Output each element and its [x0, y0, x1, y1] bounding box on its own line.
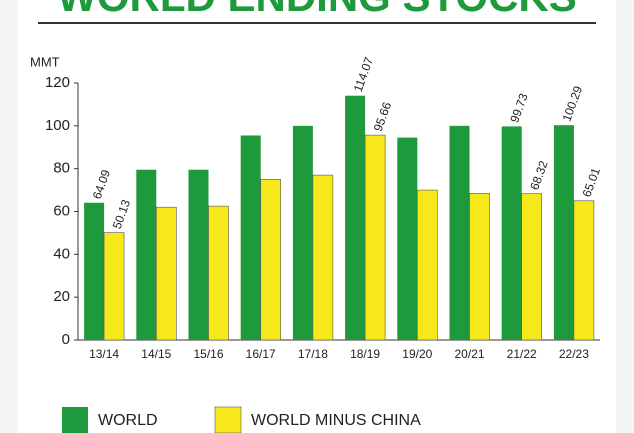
bar [501, 126, 522, 340]
legend-swatch [214, 406, 242, 433]
y-tick-label: 0 [62, 331, 70, 348]
bar [188, 169, 209, 340]
x-tick-label: 22/23 [559, 347, 589, 361]
chart-title: WORLD ENDING STOCKS [57, 0, 577, 20]
bar [156, 206, 177, 341]
bar [521, 193, 543, 341]
bar [292, 125, 313, 340]
y-tick-label: 120 [45, 74, 70, 91]
x-tick-label: 21/22 [507, 347, 537, 361]
bar [260, 179, 282, 341]
y-tick-label: 100 [45, 117, 70, 134]
y-tick-label: 20 [53, 288, 70, 305]
x-tick-label: 13/14 [89, 347, 119, 361]
legend-swatch [62, 407, 88, 433]
x-tick-label: 17/18 [298, 347, 328, 361]
x-tick-label: 15/16 [193, 347, 223, 361]
y-tick-label: 80 [53, 160, 70, 177]
y-tick-label: 60 [53, 202, 70, 219]
bar [469, 192, 490, 341]
x-tick-label: 20/21 [454, 347, 484, 361]
bar [449, 125, 470, 340]
y-axis-label: MMT [30, 54, 60, 69]
bar [240, 135, 261, 340]
bar [84, 202, 105, 340]
bar [397, 137, 418, 340]
x-tick-label: 16/17 [246, 347, 276, 361]
bar [103, 232, 125, 341]
bar [208, 205, 229, 341]
y-tick-label: 40 [53, 245, 70, 262]
bar [136, 169, 157, 340]
bar [553, 125, 574, 340]
x-tick-label: 19/20 [402, 347, 432, 361]
bar [345, 95, 366, 341]
bar [364, 134, 386, 341]
bar [416, 189, 438, 341]
legend-label: WORLD MINUS CHINA [251, 412, 421, 429]
bar [573, 200, 595, 341]
x-tick-label: 18/19 [350, 347, 380, 361]
legend-label: WORLD [98, 412, 158, 429]
bar [312, 174, 334, 341]
x-tick-label: 14/15 [141, 347, 171, 361]
